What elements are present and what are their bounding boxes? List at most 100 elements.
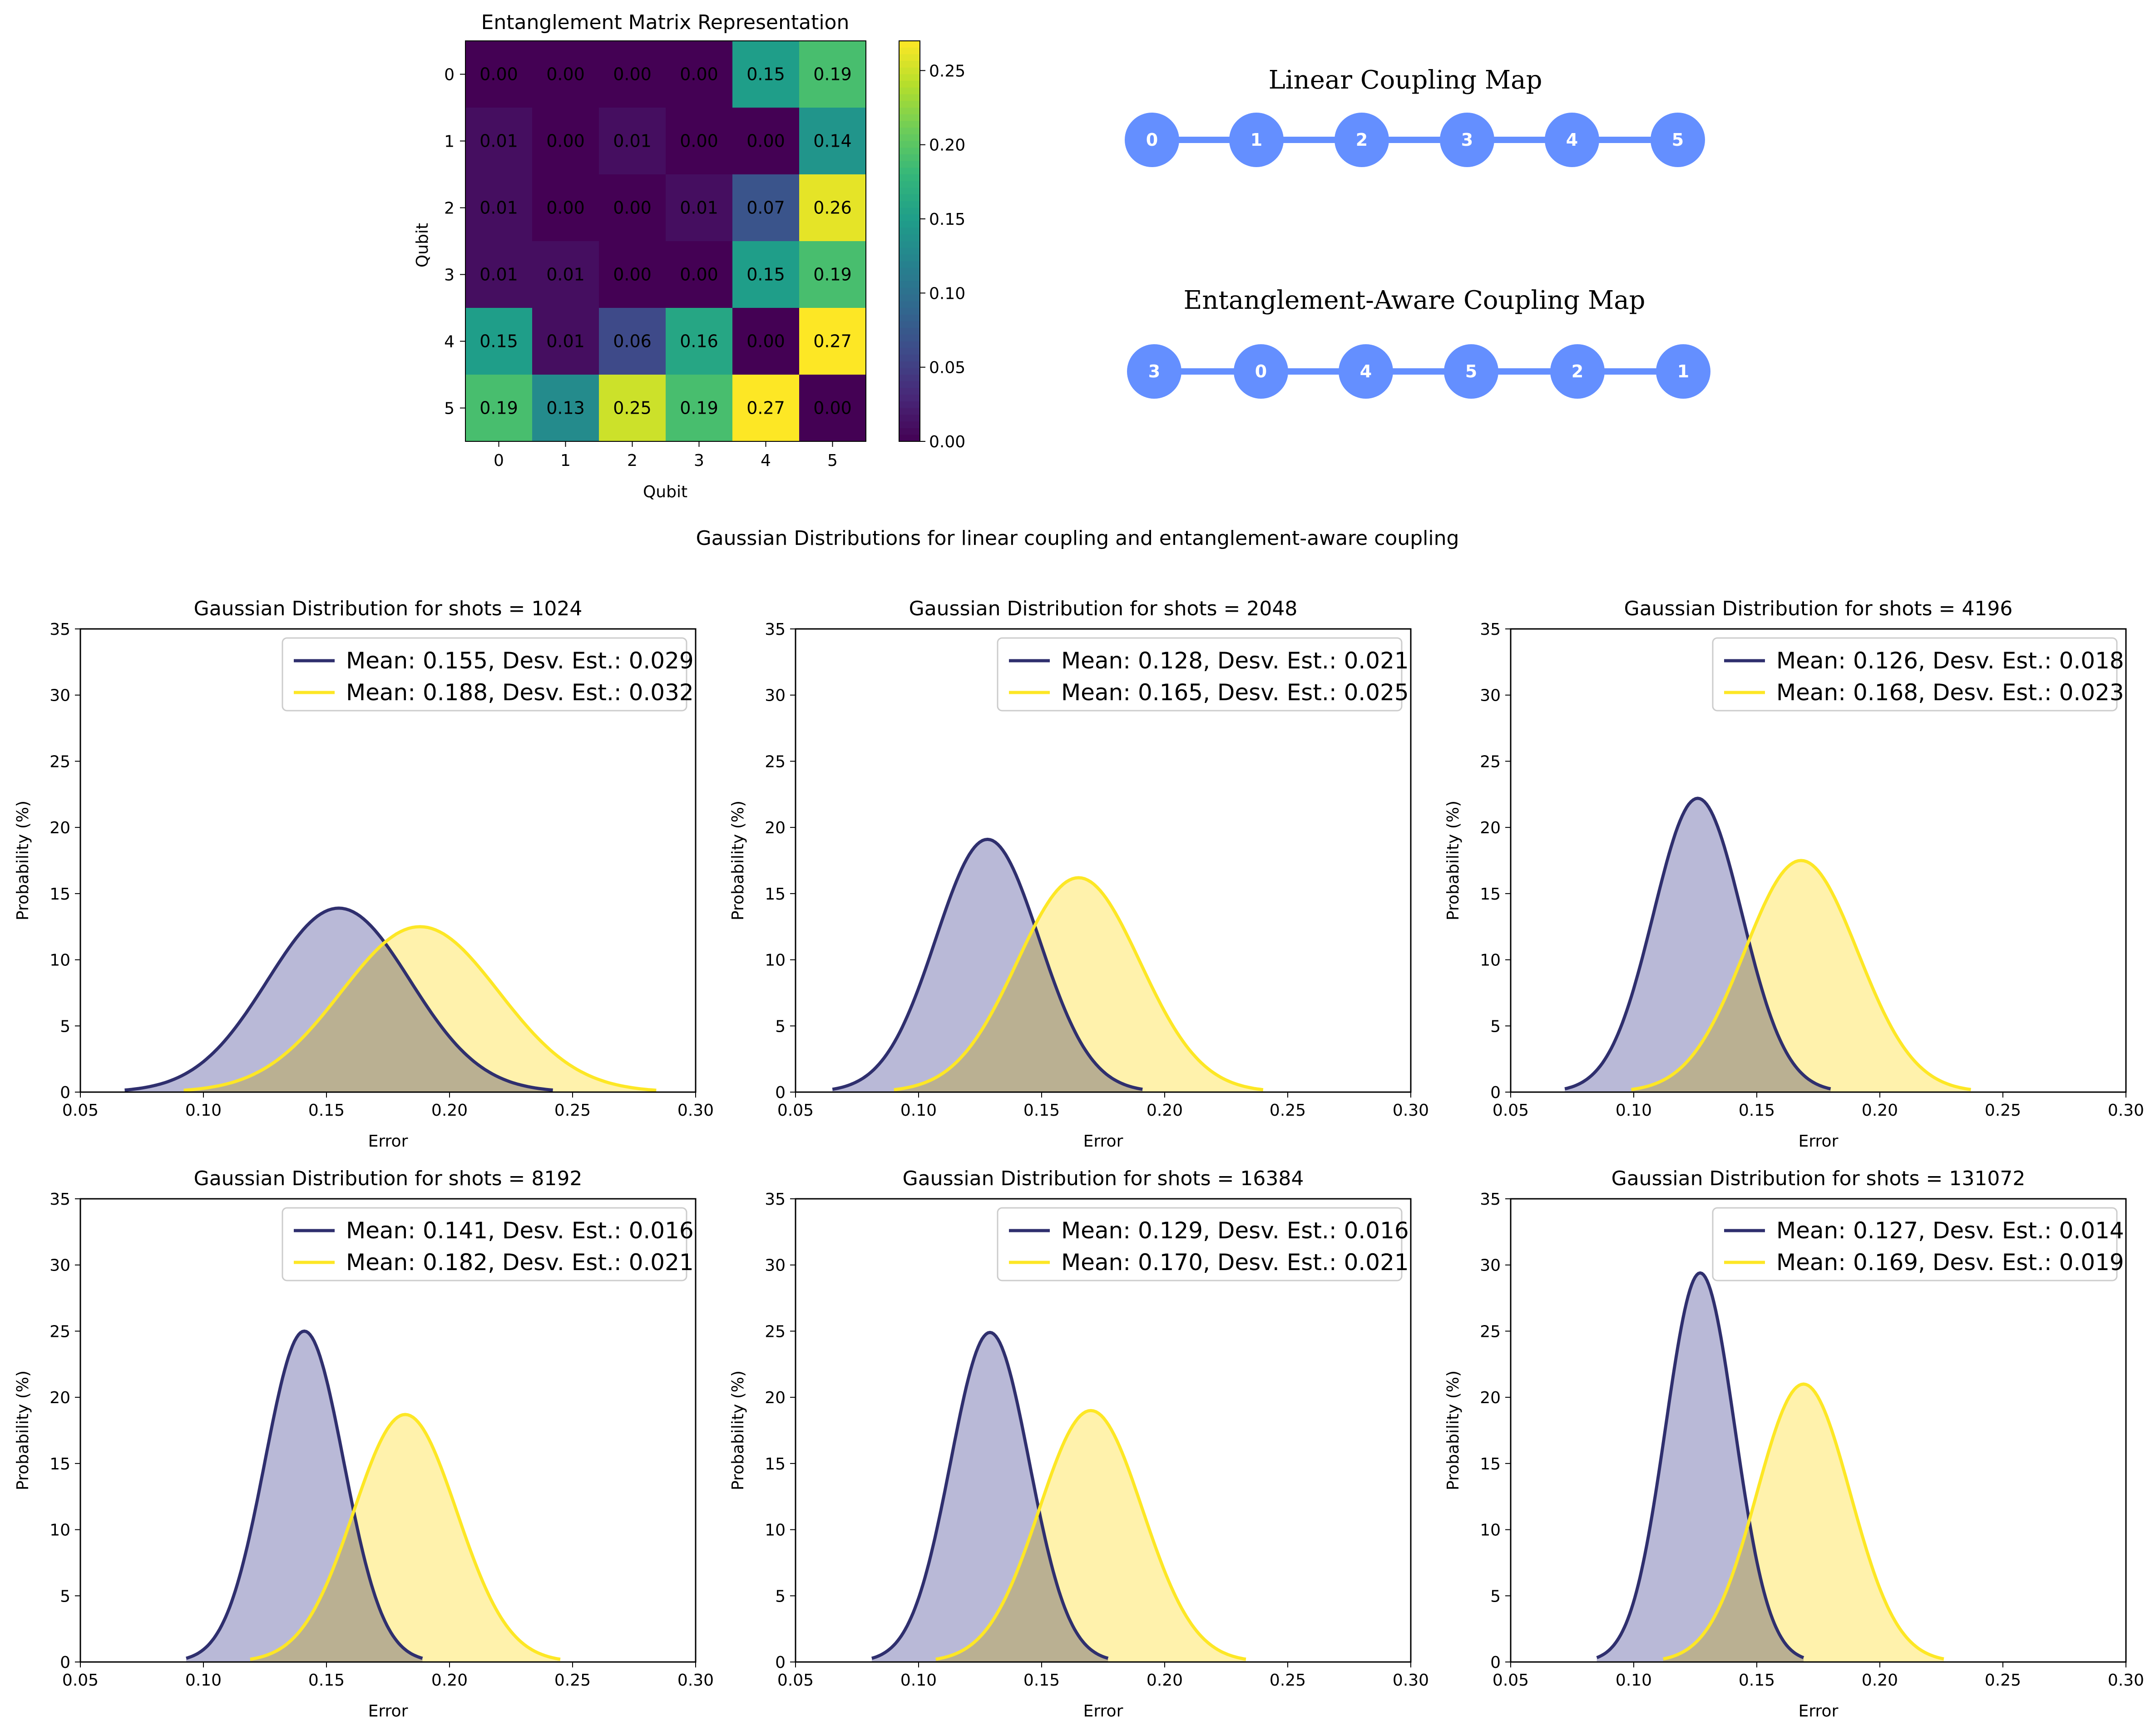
axes-frame	[1510, 628, 2127, 1093]
heatmap-cell-value: 0.00	[680, 64, 718, 84]
series-line	[871, 1330, 1109, 1660]
y-tick-label: 0	[1490, 1653, 1501, 1672]
y-tick-label: 5	[1490, 1587, 1501, 1606]
x-tick-label: 0.10	[185, 1101, 222, 1120]
y-tick-label: 20	[1480, 1389, 1501, 1407]
y-tick-label: 25	[49, 1322, 70, 1341]
axes-frame	[795, 628, 1412, 1093]
heatmap-x-tick-label: 1	[560, 451, 571, 470]
y-tick-label: 5	[60, 1587, 70, 1606]
y-tick-label: 30	[49, 1256, 70, 1275]
linear-coupling-title: Linear Coupling Map	[1269, 65, 1542, 95]
x-axis-label: Error	[1799, 1702, 1839, 1721]
heatmap-cell-value: 0.06	[613, 331, 652, 351]
legend-entry: Mean: 0.141, Desv. Est.: 0.016	[346, 1217, 694, 1244]
series-area	[1663, 1384, 1944, 1662]
colorbar-segment	[899, 67, 920, 75]
heatmap-x-tick-label: 4	[761, 451, 771, 470]
y-tick-label: 20	[1480, 819, 1501, 837]
heatmap-cell-value: 0.14	[813, 131, 852, 151]
series-line	[935, 1409, 1246, 1661]
y-tick-label: 20	[765, 1389, 786, 1407]
series-line	[183, 925, 657, 1092]
y-tick-label: 10	[49, 951, 70, 970]
colorbar-segment	[899, 81, 920, 88]
y-axis-label: Probability (%)	[1444, 1370, 1463, 1490]
linear-coupling-node	[1440, 113, 1494, 167]
y-tick-label: 10	[765, 951, 786, 970]
heatmap-cell-value: 0.19	[813, 64, 852, 84]
series-line	[894, 876, 1264, 1092]
heatmap-cell	[666, 308, 732, 375]
x-tick-label: 0.30	[2108, 1671, 2144, 1690]
figure-suptitle: Gaussian Distributions for linear coupli…	[696, 527, 1459, 550]
x-tick-label: 0.10	[900, 1671, 937, 1690]
x-tick-label: 0.15	[308, 1101, 345, 1120]
heatmap-cell-value: 0.01	[613, 131, 652, 151]
x-tick-label: 0.20	[1147, 1101, 1183, 1120]
colorbar-segment	[899, 121, 920, 129]
series-area	[1631, 861, 1971, 1092]
heatmap-cell	[465, 375, 532, 441]
heatmap-cell	[599, 108, 666, 174]
heatmap-title: Entanglement Matrix Representation	[481, 11, 850, 34]
heatmap-ticks: 0 0 1 1 2 2 3 3 4 4 5 5	[444, 66, 838, 470]
colorbar-segment	[899, 334, 920, 342]
colorbar-segment	[899, 348, 920, 355]
legend-box	[282, 637, 687, 712]
series-line	[250, 1413, 561, 1661]
heatmap-cell	[732, 174, 799, 241]
heatmap-cell	[599, 308, 666, 375]
panel-title: Gaussian Distribution for shots = 1024	[194, 597, 583, 620]
y-axis-label: Probability (%)	[1444, 801, 1463, 920]
aware-coupling-node-label: 0	[1255, 361, 1267, 381]
y-tick-label: 10	[1480, 951, 1501, 970]
coupling-maps: Linear Coupling Map 0 1 2 3 4 5 Entanglement-…	[1125, 65, 1710, 399]
y-tick-label: 0	[60, 1653, 70, 1672]
colorbar-segment	[899, 181, 920, 188]
x-tick-label: 0.15	[1739, 1101, 1775, 1120]
y-tick-label: 35	[49, 1190, 70, 1209]
colorbar-segment	[899, 247, 920, 255]
colorbar-segment	[899, 134, 920, 142]
colorbar-segment	[899, 415, 920, 422]
heatmap-cell-value: 0.00	[680, 265, 718, 285]
heatmap-cell	[732, 308, 799, 375]
heatmap-cell-value: 0.01	[479, 265, 518, 285]
x-tick-label: 0.15	[1023, 1101, 1060, 1120]
y-tick-label: 0	[1490, 1083, 1501, 1102]
legend-entry: Mean: 0.155, Desv. Est.: 0.029	[346, 648, 694, 674]
colorbar-segment	[899, 274, 920, 282]
y-tick-label: 10	[49, 1521, 70, 1540]
heatmap-cell-value: 0.19	[680, 398, 718, 418]
heatmap-cell-value: 0.27	[813, 331, 852, 351]
heatmap-cell-value: 0.26	[813, 198, 852, 218]
y-tick-label: 5	[60, 1017, 70, 1036]
x-axis-label: Error	[368, 1132, 408, 1151]
x-tick-label: 0.20	[1862, 1101, 1898, 1120]
x-tick-label: 0.15	[1023, 1671, 1060, 1690]
colorbar-segment	[899, 267, 920, 275]
aware-coupling-node-label: 5	[1465, 361, 1477, 381]
heatmap-cell	[799, 241, 866, 308]
colorbar-segment	[899, 108, 920, 115]
panel-title: Gaussian Distribution for shots = 16384	[903, 1167, 1304, 1190]
y-tick-label: 25	[765, 752, 786, 771]
heatmap-cell-value: 0.16	[680, 331, 718, 351]
colorbar-segment	[899, 388, 920, 396]
colorbar-segment	[899, 241, 920, 248]
x-tick-label: 0.20	[1147, 1671, 1183, 1690]
aware-coupling-node	[1339, 344, 1393, 399]
series-area	[183, 926, 657, 1092]
entanglement-heatmap: Entanglement Matrix Representation 0.00 0…	[413, 11, 965, 501]
x-tick-label: 0.05	[62, 1101, 99, 1120]
heatmap-cell	[532, 375, 599, 441]
heatmap-cell-value: 0.00	[746, 331, 785, 351]
x-tick-label: 0.25	[1985, 1101, 2021, 1120]
gaussian-panel: Gaussian Distribution for shots = 1024 0.…	[14, 597, 714, 1151]
legend-box	[1712, 637, 2118, 712]
x-axis-label: Error	[1083, 1132, 1123, 1151]
heatmap-cell	[799, 41, 866, 108]
heatmap-cell	[599, 174, 666, 241]
